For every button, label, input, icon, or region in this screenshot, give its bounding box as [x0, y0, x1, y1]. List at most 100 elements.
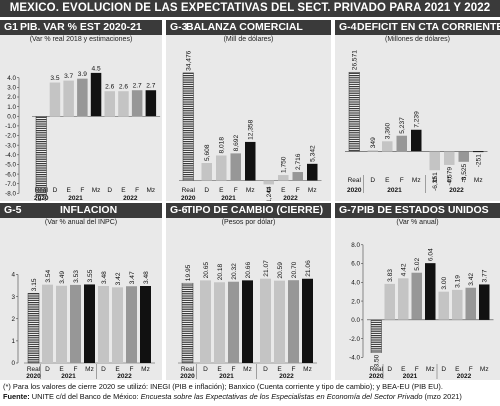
bar-real-0: [181, 282, 194, 364]
bar-f-3: [70, 284, 81, 363]
category-label: E: [455, 366, 460, 373]
y-tick-label: 0.0: [7, 113, 16, 120]
category-label: Real: [182, 187, 196, 194]
y-tick-label: 2.0: [351, 298, 360, 305]
category-label: D: [101, 366, 106, 373]
value-label: 3.7: [64, 73, 73, 80]
category-label: E: [277, 366, 282, 373]
value-label: 8,018: [219, 137, 226, 154]
bar-d-1: [49, 82, 61, 117]
chart-code: G-6: [170, 204, 188, 216]
chart-panel-g6: G-6 TIPO DE CAMBIO (CIERRE) (Pesos por dól…: [166, 203, 331, 380]
y-tick-label: 0: [11, 360, 15, 367]
bar-real-0: [182, 72, 194, 181]
y-tick-label: -7.0: [5, 181, 16, 188]
bar-f-7: [458, 151, 469, 162]
bar-f-3: [228, 281, 239, 363]
value-label: 34,476: [186, 50, 193, 71]
year-group-label: 2020: [26, 373, 41, 380]
value-label: 2,716: [295, 153, 302, 170]
value-label: 21.07: [263, 260, 270, 277]
value-label: -8.2: [36, 197, 48, 201]
bar-mz-8: [302, 278, 313, 363]
category-label: Mz: [246, 187, 255, 194]
bar-real-0: [370, 319, 382, 353]
y-tick-label: -3.0: [5, 142, 16, 149]
bar-e-2: [398, 278, 409, 320]
year-group-label: 2022: [449, 187, 464, 194]
value-label: 5,237: [399, 117, 406, 134]
bar-e-2: [214, 282, 225, 363]
value-label: -1,244: [266, 186, 273, 201]
bar-f-7: [465, 287, 476, 320]
category-label: E: [66, 187, 71, 194]
year-group-label: 2022: [283, 195, 298, 202]
value-label: -251: [476, 154, 483, 168]
category-label: Real: [181, 366, 195, 373]
value-label: 26,571: [352, 50, 359, 71]
value-label: 349: [370, 137, 377, 148]
category-label: D: [107, 187, 112, 194]
value-label: 3.9: [78, 71, 87, 78]
bar-mz-4: [245, 141, 256, 181]
bar-d-1: [201, 163, 212, 181]
bar-mz-8: [473, 151, 484, 153]
value-label: 3.42: [115, 272, 122, 285]
bar-d-5: [263, 180, 274, 185]
year-group-label: 2021: [219, 373, 234, 380]
chart-panel-g1: G1 PIB. VAR % EST 2020-21 (Var % real 2018…: [0, 20, 162, 201]
category-label: D: [387, 366, 392, 373]
category-label: F: [296, 187, 300, 194]
value-label: 2.6: [105, 84, 114, 91]
value-label: 3.48: [143, 271, 150, 284]
category-label: Real: [27, 366, 41, 373]
category-label: D: [53, 187, 58, 194]
category-label: Mz: [474, 177, 483, 184]
category-label: Mz: [412, 177, 421, 184]
bar-f-3: [230, 153, 241, 181]
bar-d-1: [367, 150, 378, 152]
value-label: 5.02: [414, 258, 421, 271]
y-tick-label: 2.0: [7, 94, 16, 101]
category-label: F: [415, 366, 419, 373]
y-tick-label: -4.0: [5, 152, 16, 159]
category-label: Mz: [85, 366, 94, 373]
footnotes: (*) Para los valores de cierre 2020 se u…: [3, 382, 499, 402]
note-line: (*) Para los valores de cierre 2020 se u…: [3, 382, 499, 392]
year-group-label: 2020: [369, 373, 384, 380]
bar-f-7: [288, 280, 299, 363]
chart-header: G-3 BALANZA COMERCIAL: [166, 20, 331, 35]
y-tick-label: 1.0: [7, 104, 16, 111]
chart-plot: 4 3 2 1 0 3.15 3.54 3.49 3.53 3.55 3.48 3.42 3.47 3.4…: [11, 269, 155, 380]
y-tick-label: -4.0: [349, 355, 360, 362]
category-label: F: [80, 187, 84, 194]
category-label: F: [292, 366, 296, 373]
bar-d-5: [260, 278, 271, 363]
value-label: 1,750: [281, 156, 288, 173]
chart-title: INFLACION: [60, 204, 118, 216]
category-label: D: [441, 366, 446, 373]
category-label: F: [135, 187, 139, 194]
y-tick-label: 4.0: [7, 75, 16, 82]
chart-subtitle: (Var % real 2018 y estimaciones): [29, 36, 133, 43]
category-label: Mz: [303, 366, 312, 373]
value-label: 3.42: [468, 273, 475, 286]
category-label: F: [232, 366, 236, 373]
year-group-label: 2022: [279, 373, 294, 380]
category-label: D: [263, 366, 268, 373]
value-label: 3.15: [31, 278, 38, 291]
chart-code: G-3: [170, 21, 188, 33]
value-label: 20.66: [245, 262, 252, 279]
value-label: 3,360: [385, 122, 392, 139]
value-label: -4,579: [447, 167, 454, 186]
y-tick-label: 3: [11, 294, 15, 301]
value-label: 12,358: [248, 119, 255, 140]
chart-title: DEFICIT EN CTA CORRIENTE: [357, 21, 500, 33]
year-group-label: 2022: [123, 195, 138, 202]
chart-header: G-6 TIPO DE CAMBIO (CIERRE): [166, 203, 331, 218]
category-label: D: [45, 366, 50, 373]
chart-plot: 26,571 349 3,360 5,237 7,239 -6,351 -4,579 -3,5…: [345, 50, 488, 194]
bar-e-2: [216, 155, 227, 181]
bar-d-1: [200, 280, 211, 363]
category-label: E: [385, 177, 390, 184]
